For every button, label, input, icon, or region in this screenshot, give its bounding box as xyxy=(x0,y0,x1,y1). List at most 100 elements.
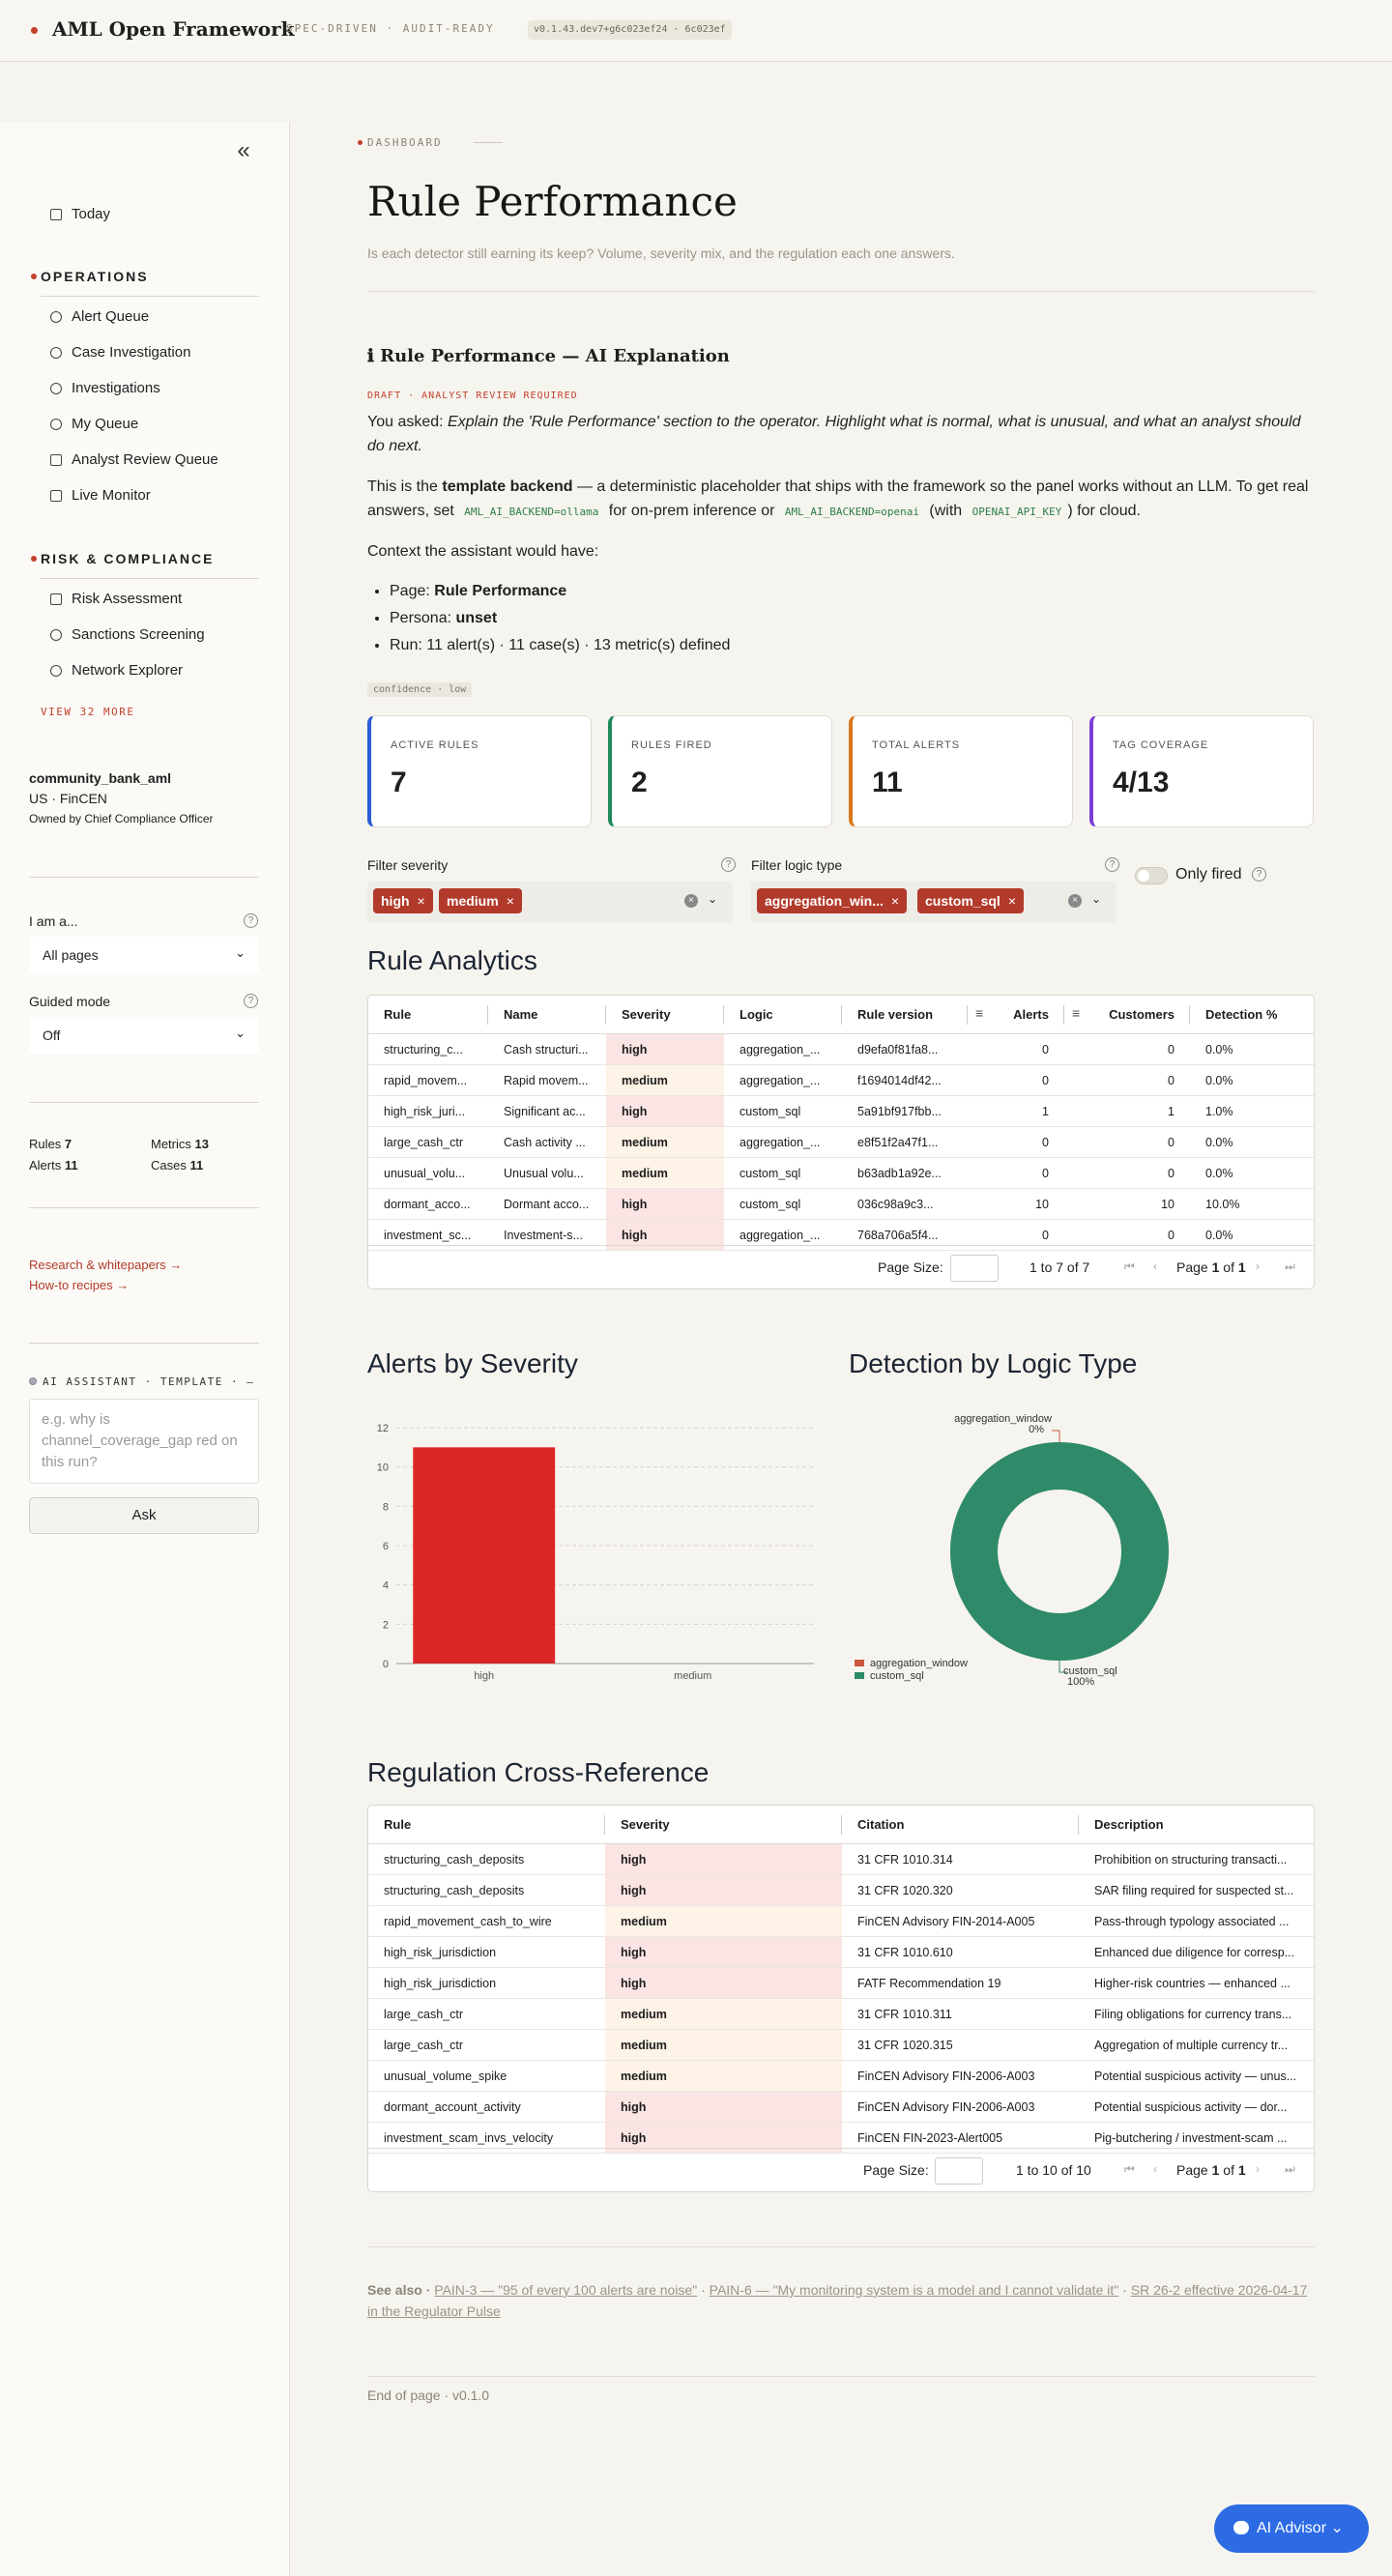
column-header[interactable]: Detection % xyxy=(1205,1007,1278,1022)
nav-label: Network Explorer xyxy=(72,662,184,679)
collapse-sidebar-icon[interactable]: « xyxy=(237,137,250,163)
persona-select[interactable]: All pages ⌄ xyxy=(29,937,259,973)
help-icon[interactable]: ? xyxy=(244,913,258,928)
next-page-icon[interactable]: › xyxy=(1256,1259,1260,1273)
nav-case-investigation[interactable]: Case Investigation xyxy=(50,344,190,361)
template-backend-paragraph: This is the template backend — a determi… xyxy=(367,475,1315,524)
nav-my-queue[interactable]: My Queue xyxy=(50,416,138,432)
table-row[interactable]: unusual_volu... Unusual volu... medium cust… xyxy=(368,1158,1314,1189)
nav-live-monitor[interactable]: Live Monitor xyxy=(50,487,151,504)
remove-icon[interactable]: × xyxy=(506,893,514,909)
table-row[interactable]: structuring_cash_deposits high 31 CFR 1020… xyxy=(368,1875,1314,1906)
ai-question-input[interactable]: e.g. why is channel_coverage_gap red on … xyxy=(29,1399,259,1484)
table-row[interactable]: dormant_account_activity high FinCEN Advis… xyxy=(368,2092,1314,2123)
logic-filter[interactable]: aggregation_win... × custom_sql × × ⌄ xyxy=(751,882,1116,922)
table-cell: SAR filing required for suspected st... xyxy=(1094,1884,1294,1897)
column-header[interactable]: Description xyxy=(1094,1817,1164,1832)
table-row[interactable]: investment_scam_invs_velocity high FinCEN … xyxy=(368,2123,1314,2154)
only-fired-toggle[interactable] xyxy=(1135,867,1168,884)
filter-icon[interactable]: ≡ xyxy=(1072,1005,1081,1021)
column-separator[interactable] xyxy=(841,1815,842,1835)
table-row[interactable]: rapid_movem... Rapid movem... medium aggreg… xyxy=(368,1065,1314,1096)
table-row[interactable]: large_cash_ctr Cash activity ... medium agg… xyxy=(368,1127,1314,1158)
first-page-icon[interactable]: ⏮ xyxy=(1124,1259,1135,1273)
prev-page-icon[interactable]: ‹ xyxy=(1153,2162,1157,2176)
table-row[interactable]: dormant_acco... Dormant acco... high custom… xyxy=(368,1189,1314,1220)
remove-icon[interactable]: × xyxy=(1007,893,1016,909)
column-separator[interactable] xyxy=(1189,1005,1190,1025)
last-page-icon[interactable]: ⏭ xyxy=(1285,2162,1295,2176)
page-size-select[interactable] xyxy=(950,1255,999,1282)
see-also-link[interactable]: SR 26-2 effective 2026-04-17 in the Regu… xyxy=(367,2282,1308,2319)
column-separator[interactable] xyxy=(487,1005,488,1025)
table-row[interactable]: structuring_cash_deposits high 31 CFR 1010… xyxy=(368,1844,1314,1875)
view-more-link[interactable]: VIEW 32 MORE xyxy=(41,706,135,718)
help-icon[interactable]: ? xyxy=(1252,867,1266,882)
table-row[interactable]: high_risk_jurisdiction high FATF Recommend… xyxy=(368,1968,1314,1999)
nav-today[interactable]: Today xyxy=(50,206,110,222)
chip-high[interactable]: high × xyxy=(373,888,433,913)
table-row[interactable]: high_risk_juri... Significant ac... high cu… xyxy=(368,1096,1314,1127)
page-size-select[interactable] xyxy=(935,2157,983,2185)
see-also-link[interactable]: PAIN-3 — "95 of every 100 alerts are noi… xyxy=(434,2282,698,2298)
table-row[interactable]: investment_sc... Investment-s... high aggre… xyxy=(368,1220,1314,1251)
column-header[interactable]: Rule xyxy=(384,1007,412,1022)
first-page-icon[interactable]: ⏮ xyxy=(1124,2162,1135,2176)
guided-mode-select[interactable]: Off ⌄ xyxy=(29,1017,259,1054)
table-row[interactable]: structuring_c... Cash structuri... high agg… xyxy=(368,1034,1314,1065)
column-header[interactable]: Severity xyxy=(622,1007,671,1022)
ask-button[interactable]: Ask xyxy=(29,1497,259,1534)
clear-icon[interactable]: × xyxy=(684,894,698,908)
nav-network-explorer[interactable]: Network Explorer xyxy=(50,662,183,679)
chip-aggregation-window[interactable]: aggregation_win... × xyxy=(757,888,908,913)
column-separator[interactable] xyxy=(1063,1005,1064,1025)
nav-analyst-review-queue[interactable]: Analyst Review Queue xyxy=(50,451,218,468)
column-separator[interactable] xyxy=(605,1005,606,1025)
column-header[interactable]: Logic xyxy=(740,1007,773,1022)
prev-page-icon[interactable]: ‹ xyxy=(1153,1259,1157,1273)
research-link[interactable]: Research & whitepapers → xyxy=(29,1258,183,1272)
clear-icon[interactable]: × xyxy=(1068,894,1082,908)
text: template backend xyxy=(442,478,573,495)
filter-icon[interactable]: ≡ xyxy=(975,1005,984,1021)
table-row[interactable]: rapid_movement_cash_to_wire medium FinCEN … xyxy=(368,1906,1314,1937)
column-header[interactable]: Name xyxy=(504,1007,538,1022)
column-separator[interactable] xyxy=(604,1815,605,1835)
brand-title[interactable]: AML Open Framework xyxy=(52,17,295,41)
nav-label: Sanctions Screening xyxy=(72,626,205,643)
y-tick-label: 2 xyxy=(383,1619,389,1631)
help-icon[interactable]: ? xyxy=(1105,857,1119,872)
table-row[interactable]: unusual_volume_spike medium FinCEN Advisor… xyxy=(368,2061,1314,2092)
table-row[interactable]: large_cash_ctr medium 31 CFR 1010.311 Filin… xyxy=(368,1999,1314,2030)
severity-filter[interactable]: high × medium × × ⌄ xyxy=(367,882,733,922)
chevron-down-icon[interactable]: ⌄ xyxy=(708,892,718,906)
column-header[interactable]: Citation xyxy=(857,1817,905,1832)
chip-medium[interactable]: medium × xyxy=(439,888,522,913)
column-header[interactable]: Severity xyxy=(621,1817,670,1832)
see-also-link[interactable]: PAIN-6 — "My monitoring system is a mode… xyxy=(709,2282,1119,2298)
column-separator[interactable] xyxy=(841,1005,842,1025)
column-separator[interactable] xyxy=(967,1005,968,1025)
column-header[interactable]: Rule version xyxy=(857,1007,934,1022)
table-row[interactable]: large_cash_ctr medium 31 CFR 1020.315 Aggre… xyxy=(368,2030,1314,2061)
nav-risk-assessment[interactable]: Risk Assessment xyxy=(50,591,182,607)
help-icon[interactable]: ? xyxy=(244,994,258,1008)
table-row[interactable]: high_risk_jurisdiction high 31 CFR 1010.61… xyxy=(368,1937,1314,1968)
recipes-link[interactable]: How-to recipes → xyxy=(29,1278,130,1292)
nav-alert-queue[interactable]: Alert Queue xyxy=(50,308,149,325)
chevron-down-icon[interactable]: ⌄ xyxy=(1091,892,1102,906)
nav-sanctions-screening[interactable]: Sanctions Screening xyxy=(50,626,205,643)
nav-investigations[interactable]: Investigations xyxy=(50,380,160,396)
column-header[interactable]: Rule xyxy=(384,1817,412,1832)
ai-advisor-button[interactable]: AI Advisor ⌄ xyxy=(1214,2504,1369,2553)
remove-icon[interactable]: × xyxy=(417,893,425,909)
last-page-icon[interactable]: ⏭ xyxy=(1285,1259,1295,1273)
column-separator[interactable] xyxy=(723,1005,724,1025)
column-separator[interactable] xyxy=(1078,1815,1079,1835)
chip-custom-sql[interactable]: custom_sql × xyxy=(917,888,1024,913)
y-tick-label: 6 xyxy=(383,1541,389,1552)
next-page-icon[interactable]: › xyxy=(1256,2162,1260,2176)
help-icon[interactable]: ? xyxy=(721,857,736,872)
column-header[interactable]: Customers xyxy=(1109,1007,1174,1022)
remove-icon[interactable]: × xyxy=(890,893,900,909)
